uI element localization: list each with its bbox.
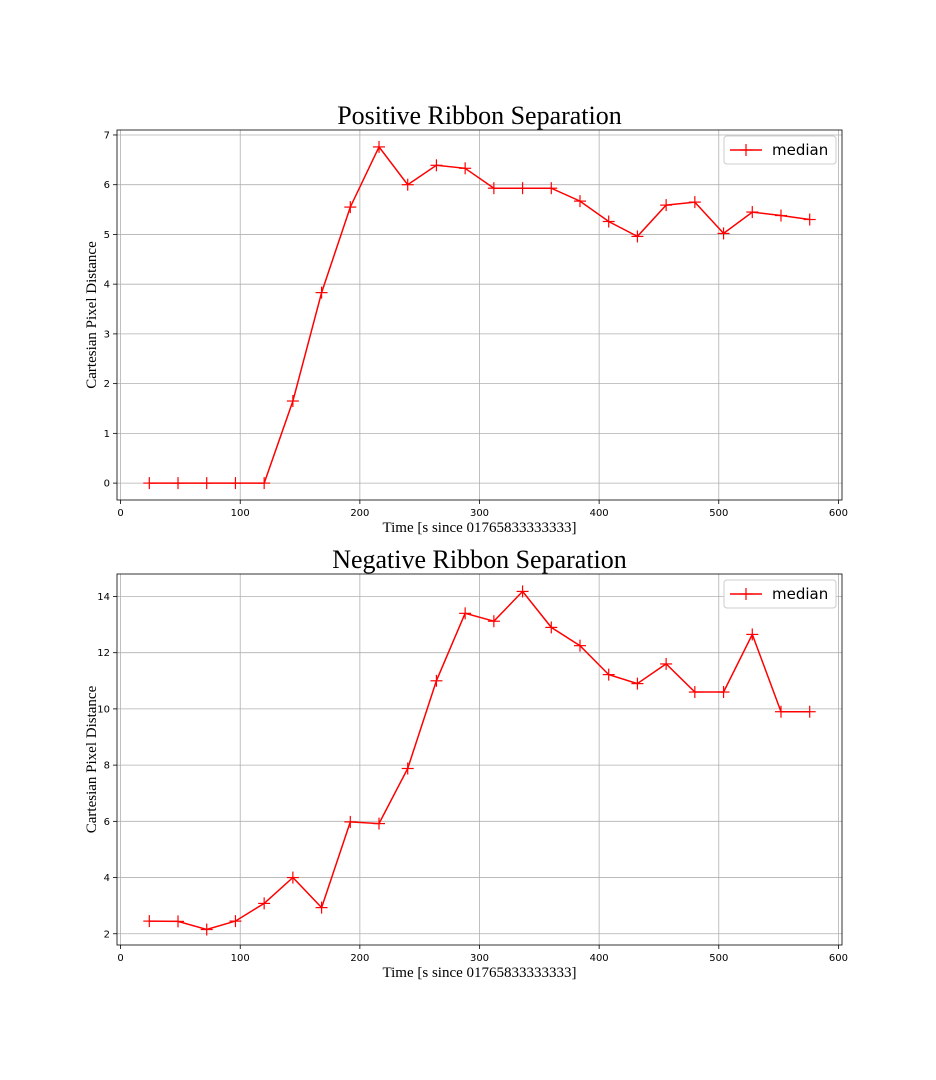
x-tick-label: 200	[350, 953, 369, 964]
data-point-marker	[746, 206, 759, 219]
data-point-marker	[344, 201, 357, 214]
y-tick-label: 0	[104, 479, 110, 490]
x-tick-label: 0	[117, 953, 123, 964]
data-point-marker	[746, 628, 759, 641]
legend-box	[723, 579, 837, 609]
y-axis-label: Cartesian Pixel Distance	[84, 685, 100, 833]
data-point-marker	[803, 705, 816, 718]
data-point-marker	[315, 286, 328, 299]
data-point-marker	[200, 923, 213, 936]
x-tick-label: 600	[829, 508, 848, 519]
negative-median-markers	[143, 585, 816, 936]
data-point-marker	[229, 915, 242, 928]
y-tick-label: 4	[104, 280, 110, 291]
data-point-marker	[143, 915, 156, 928]
data-point-marker	[660, 199, 673, 212]
chart-title: Positive Ribbon Separation	[337, 101, 622, 130]
data-point-marker	[373, 817, 386, 830]
data-point-marker	[717, 686, 730, 699]
y-tick-label: 2	[104, 379, 110, 390]
data-point-marker	[143, 477, 156, 490]
data-point-marker	[774, 705, 787, 718]
data-point-marker	[803, 213, 816, 226]
legend-box	[723, 135, 837, 165]
data-point-marker	[172, 477, 185, 490]
data-point-marker	[631, 230, 644, 243]
data-point-marker	[459, 162, 472, 175]
y-tick-label: 7	[104, 130, 110, 141]
data-point-marker	[545, 182, 558, 195]
negative-ribbon-chart: 0 100 200 300 400 500 600 2 4 6 8 10 12 14 Negative R…	[84, 545, 848, 981]
x-axis-label: Time [s since 01765833333333]	[382, 520, 576, 536]
y-tick-label: 10	[97, 704, 110, 715]
data-point-marker	[573, 195, 586, 208]
y-tick-label: 5	[104, 230, 110, 241]
chart-title: Negative Ribbon Separation	[332, 545, 627, 574]
x-tick-label: 200	[350, 508, 369, 519]
data-point-marker	[286, 395, 299, 408]
y-tick-label: 1	[104, 429, 110, 440]
positive-median-markers	[143, 140, 816, 490]
data-point-marker	[172, 915, 185, 928]
x-tick-label: 100	[231, 508, 250, 519]
data-point-marker	[430, 674, 443, 687]
data-point-marker	[688, 686, 701, 699]
data-point-marker	[602, 668, 615, 681]
data-point-marker	[573, 639, 586, 652]
data-point-marker	[373, 140, 386, 153]
positive-ribbon-chart: 0 100 200 300 400 500 600 0 1 2 3 4 5 6 7 Positive Rib…	[84, 101, 848, 536]
data-point-marker	[258, 477, 271, 490]
data-point-marker	[688, 196, 701, 209]
axis-ticks: 0 100 200 300 400 500 600 2 4 6 8 10 12 14	[97, 592, 848, 964]
data-point-marker	[717, 227, 730, 240]
grid-lines	[117, 574, 842, 945]
y-tick-label: 14	[97, 592, 110, 603]
data-point-marker	[487, 182, 500, 195]
x-tick-label: 400	[590, 953, 609, 964]
data-point-marker	[286, 871, 299, 884]
axis-ticks: 0 100 200 300 400 500 600 0 1 2 3 4 5 6 7	[104, 130, 848, 519]
data-point-marker	[660, 657, 673, 670]
data-point-marker	[516, 585, 529, 598]
legend-label: median	[772, 141, 828, 159]
data-point-marker	[516, 182, 529, 195]
data-point-marker	[229, 477, 242, 490]
data-point-marker	[774, 209, 787, 222]
x-tick-label: 500	[709, 508, 728, 519]
y-tick-label: 6	[104, 180, 110, 191]
data-point-marker	[344, 815, 357, 828]
x-tick-label: 500	[709, 953, 728, 964]
data-point-marker	[200, 477, 213, 490]
data-point-marker	[545, 621, 558, 634]
data-point-marker	[401, 762, 414, 775]
y-tick-label: 6	[104, 817, 110, 828]
data-point-marker	[401, 178, 414, 191]
data-point-marker	[602, 215, 615, 228]
data-point-marker	[459, 607, 472, 620]
x-tick-label: 400	[590, 508, 609, 519]
data-point-marker	[631, 677, 644, 690]
legend-label: median	[772, 585, 828, 603]
legend: median	[723, 579, 837, 609]
y-tick-label: 2	[104, 929, 110, 940]
y-tick-label: 4	[104, 873, 110, 884]
x-tick-label: 0	[117, 508, 123, 519]
data-point-marker	[430, 159, 443, 172]
y-tick-label: 12	[97, 648, 110, 659]
y-axis-label: Cartesian Pixel Distance	[84, 241, 100, 389]
y-tick-label: 8	[104, 761, 110, 772]
data-point-marker	[487, 615, 500, 628]
x-tick-label: 100	[231, 953, 250, 964]
x-tick-label: 300	[470, 508, 489, 519]
x-tick-label: 300	[470, 953, 489, 964]
data-point-marker	[258, 897, 271, 910]
grid-lines	[117, 130, 842, 500]
x-tick-label: 600	[829, 953, 848, 964]
legend: median	[723, 135, 837, 165]
x-axis-label: Time [s since 01765833333333]	[382, 965, 576, 981]
data-point-marker	[315, 901, 328, 914]
y-tick-label: 3	[104, 329, 110, 340]
